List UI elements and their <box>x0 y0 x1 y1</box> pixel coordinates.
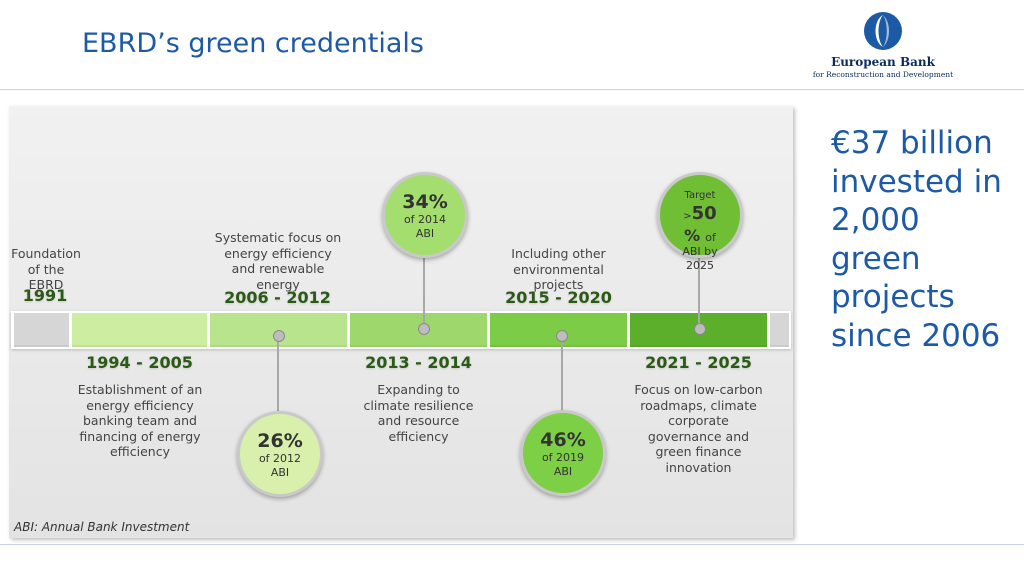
callout-knob-50 <box>694 323 706 335</box>
timeline-segment-1994-2005 <box>72 313 207 347</box>
timeline-segment-start <box>14 313 69 347</box>
ebrd-logo: European Bank for Reconstruction and Dev… <box>808 10 958 79</box>
callout-stem-50 <box>698 255 700 327</box>
milestone-2021-2025-year: 2021 - 2025 <box>645 353 752 372</box>
logo-bank-subtitle: for Reconstruction and Development <box>812 70 954 79</box>
milestone-1994-2005-year: 1994 - 2005 <box>86 353 193 372</box>
callout-knob-34 <box>418 323 430 335</box>
callout-knob-46 <box>556 330 568 342</box>
callout-circle-46: 46% of 2019 ABI <box>520 410 606 496</box>
footer-divider <box>0 544 1024 545</box>
milestone-2021-2025-description: Focus on low-carbon roadmaps, climate co… <box>634 382 763 475</box>
callout-knob-26 <box>273 330 285 342</box>
milestone-2015-2020-year: 2015 - 2020 <box>505 288 612 307</box>
ebrd-logo-icon <box>864 12 902 50</box>
header-divider <box>0 89 1024 90</box>
callout-stem-34 <box>423 252 425 328</box>
milestone-2006-2012-year: 2006 - 2012 <box>224 288 331 307</box>
callout-stem-46 <box>561 338 563 414</box>
investment-summary: €37 billion invested in 2,000 green proj… <box>831 125 1002 354</box>
milestone-1991-year: 1991 <box>22 286 68 305</box>
callout-stem-26 <box>277 335 279 415</box>
callout-circle-26: 26% of 2012 ABI <box>237 411 323 497</box>
callout-circle-50: Target >50 % of ABI by 2025 <box>657 172 743 272</box>
milestone-1994-2005-description: Establishment of an energy efficiency ba… <box>77 382 203 459</box>
logo-bank-name: European Bank <box>831 55 935 69</box>
milestone-1991-description: Foundation of the EBRD <box>11 246 81 292</box>
milestone-2015-2020-description: Including other environmental projects <box>511 246 606 292</box>
timeline-segment-end <box>770 313 789 347</box>
milestone-2013-2014-description: Expanding to climate resilience and reso… <box>363 382 474 444</box>
page-title: EBRD’s green credentials <box>82 28 424 59</box>
milestone-2013-2014-year: 2013 - 2014 <box>365 353 472 372</box>
milestone-2006-2012-description: Systematic focus on energy efficiency an… <box>214 230 342 292</box>
callout-circle-34: 34% of 2014 ABI <box>382 172 468 258</box>
abi-footnote: ABI: Annual Bank Investment <box>14 520 190 534</box>
